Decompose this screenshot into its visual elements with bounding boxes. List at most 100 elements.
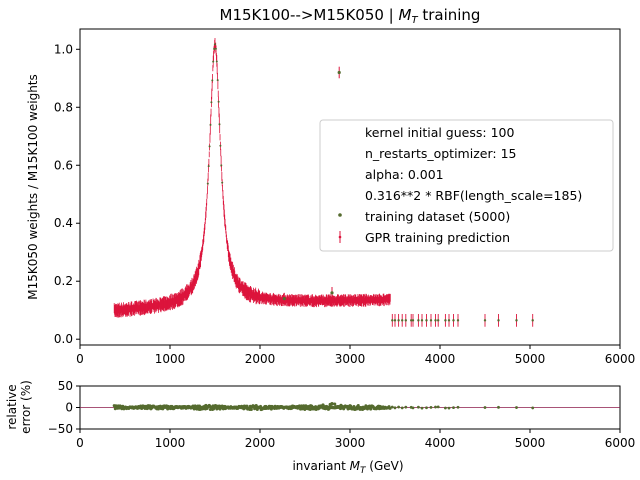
main-x-tick-label: 5000 [515, 352, 546, 366]
training-point [215, 60, 218, 63]
training-point [429, 319, 433, 322]
residual-x-tick-label: 3000 [335, 436, 366, 450]
training-point [221, 181, 224, 184]
residual-point [417, 405, 420, 409]
residual-data-layer [80, 402, 620, 412]
residual-point [452, 406, 455, 410]
training-point [207, 165, 210, 168]
training-point [219, 144, 222, 147]
residual-x-tick-label: 5000 [515, 436, 546, 450]
training-point [401, 319, 404, 322]
residual-x-tick-label: 6000 [605, 436, 636, 450]
legend-entry-rbf: 0.316**2 * RBF(length_scale=185) [365, 188, 582, 203]
training-point [330, 291, 334, 295]
residual-y-tick-label: −50 [48, 422, 73, 436]
training-point [210, 101, 213, 104]
training-point [483, 319, 487, 322]
main-y-tick-label: 1.0 [54, 42, 73, 56]
main-x-tick-label: 3000 [335, 352, 366, 366]
legend-marker-prediction-dot [338, 235, 342, 239]
residual-point [249, 408, 253, 412]
training-point [212, 60, 215, 63]
legend-box [319, 119, 614, 252]
chart-title: M15K100-->M15K050 | MT training [220, 6, 481, 26]
residual-y-axis: 50 0 −50 [48, 379, 80, 436]
legend-entry-alpha: alpha: 0.001 [365, 167, 444, 182]
training-point [425, 319, 428, 322]
training-point [282, 297, 286, 301]
residual-point [348, 404, 352, 408]
training-point [417, 319, 420, 322]
residual-point [411, 406, 415, 410]
residual-chart: 0 1000 2000 3000 4000 5000 6000 500−50 relativ… [5, 379, 635, 476]
training-point [337, 70, 341, 75]
training-point [218, 123, 221, 126]
residual-point [390, 405, 394, 409]
legend-entry-kernel: kernel initial guess: 100 [365, 125, 514, 140]
training-point [452, 319, 455, 322]
residual-point [531, 406, 535, 410]
residual-point [456, 405, 460, 409]
training-point [437, 319, 440, 322]
residual-point [333, 402, 337, 406]
residual-point [425, 406, 428, 410]
main-x-tick-label: 2000 [245, 352, 276, 366]
residual-point [330, 402, 334, 406]
residual-point [245, 404, 249, 408]
residual-point [302, 404, 306, 408]
training-point [214, 43, 216, 46]
main-x-axis: 0 1000 2000 3000 4000 5000 6000 [76, 345, 635, 366]
residual-point [388, 406, 392, 410]
legend-entry-prediction: GPR training prediction [365, 230, 510, 245]
training-point [216, 79, 219, 82]
residual-x-tick-label: 1000 [155, 436, 186, 450]
residual-x-tick-label: 4000 [425, 436, 456, 450]
residual-point [444, 406, 447, 410]
residual-point [321, 403, 325, 407]
main-y-tick-label: 0.4 [54, 216, 73, 230]
training-point [209, 123, 212, 126]
residual-point [400, 406, 404, 410]
main-y-axis: 0.0 0.2 0.4 0.6 0.8 1.0 [54, 42, 80, 346]
residual-point [397, 405, 400, 409]
residual-point [436, 405, 440, 409]
training-point [515, 319, 518, 322]
training-point [410, 319, 413, 322]
training-point [211, 79, 214, 82]
residual-x-axis: 0 1000 2000 3000 4000 5000 6000 [76, 429, 635, 450]
residual-point [515, 406, 518, 409]
training-point [217, 100, 220, 103]
main-x-tick-label: 1000 [155, 352, 186, 366]
training-point [404, 319, 407, 322]
residual-y-axis-label: relativeerror (%) [5, 380, 33, 434]
legend-entry-restarts: n_restarts_optimizer: 15 [365, 146, 516, 161]
residual-point [447, 406, 451, 410]
main-y-tick-label: 0.0 [54, 332, 73, 346]
training-point [214, 47, 217, 50]
residual-x-tick-label: 2000 [245, 436, 276, 450]
residual-x-tick-label: 0 [76, 436, 84, 450]
legend-marker-training [338, 213, 342, 217]
main-y-tick-label: 0.6 [54, 158, 73, 172]
residual-point [483, 406, 487, 409]
residual-point [259, 404, 263, 408]
training-point [206, 182, 209, 185]
residual-point [393, 406, 397, 410]
main-chart: 0 1000 2000 3000 4000 5000 6000 0.00.20.40.60.… [26, 6, 635, 366]
residual-point [497, 405, 500, 409]
residual-y-tick-label: 50 [58, 379, 73, 393]
main-y-tick-label: 0.8 [54, 100, 73, 114]
training-point [393, 319, 397, 322]
training-point [397, 319, 400, 322]
main-x-tick-label: 6000 [605, 352, 636, 366]
training-point [220, 164, 223, 167]
legend-entry-training: training dataset (5000) [365, 209, 510, 224]
training-point [531, 319, 534, 322]
main-x-tick-label: 4000 [425, 352, 456, 366]
training-point [447, 319, 451, 322]
residual-point [434, 405, 437, 409]
residual-y-tick-label: 0 [65, 401, 73, 415]
residual-point [326, 407, 330, 411]
main-y-tick-label: 0.2 [54, 274, 73, 288]
main-data-layer [113, 37, 534, 327]
